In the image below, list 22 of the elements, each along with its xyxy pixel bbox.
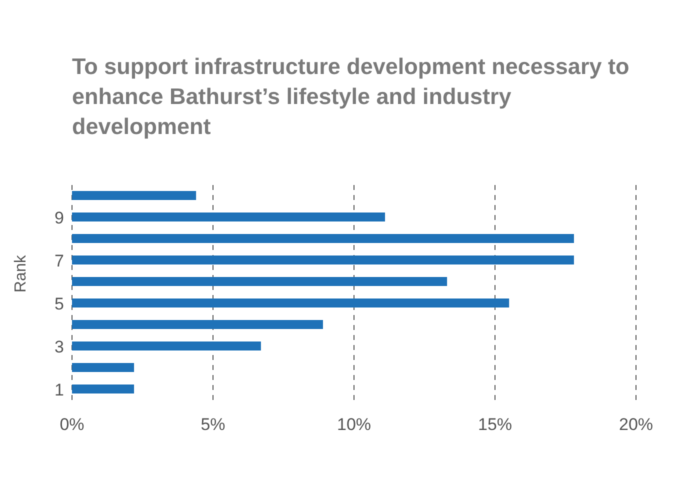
y-axis-title: Rank <box>12 254 30 292</box>
bar <box>72 256 574 265</box>
bar <box>72 363 134 372</box>
y-tick-label: 7 <box>54 251 64 270</box>
bar <box>72 342 261 351</box>
y-tick-label: 9 <box>54 208 64 228</box>
bar <box>72 212 386 222</box>
y-tick-label: 3 <box>54 337 64 356</box>
chart-title: To support infrastructure development necessary to enhance Bathurst’s lifestyle and industry development <box>72 53 630 141</box>
x-tick-label: 0% <box>60 415 84 434</box>
y-tick-label: 5 <box>54 294 64 314</box>
bar <box>72 384 134 394</box>
bar <box>72 191 196 200</box>
bar <box>72 234 574 244</box>
bar <box>72 298 510 308</box>
x-tick-label: 15% <box>478 415 512 434</box>
bar <box>72 277 448 286</box>
bar <box>72 320 323 330</box>
x-tick-label: 20% <box>618 415 654 434</box>
x-tick-label: 10% <box>336 415 372 434</box>
y-tick-label: 1 <box>54 380 64 400</box>
x-tick-label: 5% <box>200 415 226 434</box>
